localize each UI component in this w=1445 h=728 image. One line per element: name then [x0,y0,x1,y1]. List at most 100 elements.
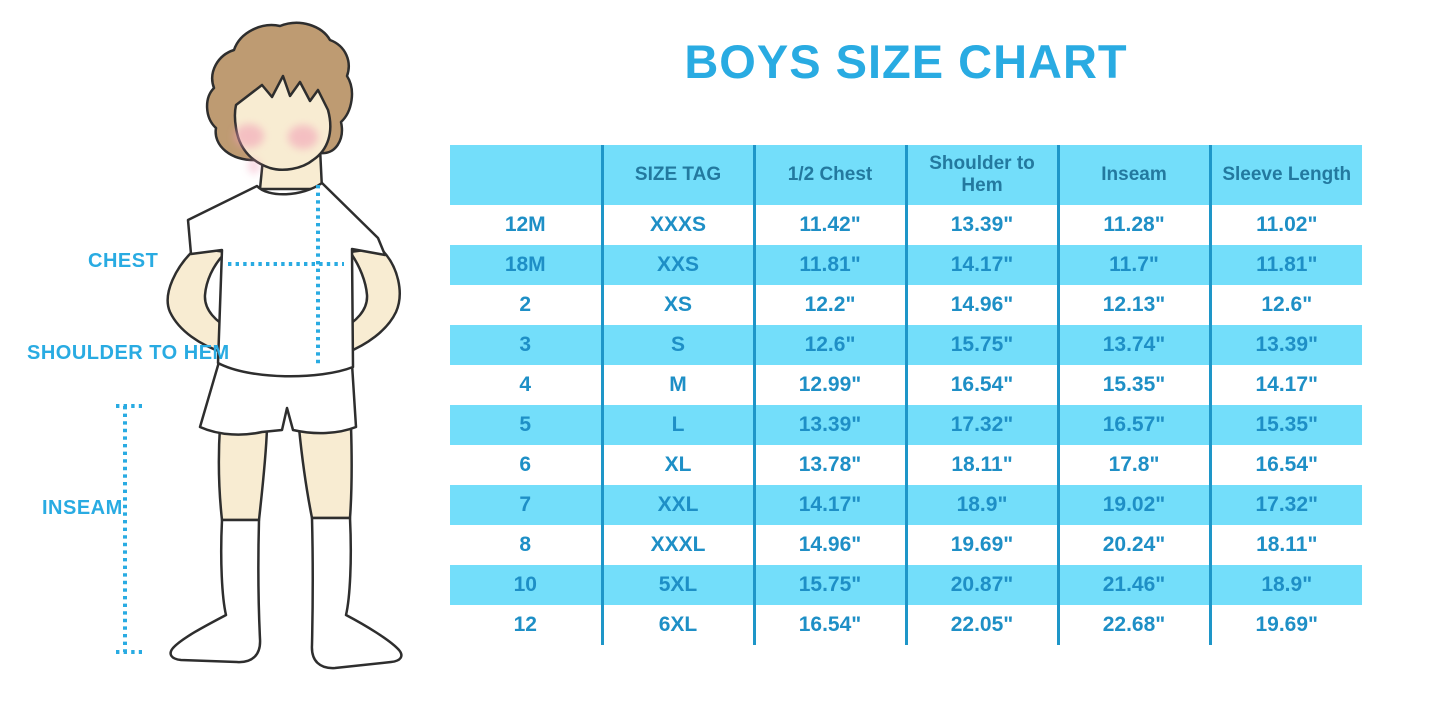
cell-size-tag: S [600,325,754,365]
left-sock [169,518,262,664]
cell-size-tag: XXXS [600,205,754,245]
cell-half-chest: 12.99" [752,365,906,405]
cell-sleeve-length: 14.17" [1208,365,1362,405]
cell-half-chest: 13.78" [752,445,906,485]
cell-half-chest: 14.17" [752,485,906,525]
cell-sleeve-length: 17.32" [1208,485,1362,525]
table-row: 12M XXXS 11.42" 13.39" 11.28" 11.02" [450,205,1362,245]
cell-size: 2 [519,293,532,316]
boy-illustration [116,21,403,670]
cell-size: 3 [450,325,602,365]
cell-sleeve-length: 11.81" [1208,245,1362,285]
shoulder-to-hem-label: SHOULDER TO HEM [27,342,230,364]
column-header-shoulder-to-hem: Shoulder to Hem [904,145,1058,205]
table-row: 5 L 13.39" 17.32" 16.57" 15.35" [450,405,1362,445]
cell-inseam: 21.46" [1056,565,1210,605]
size-table-body: 12M XXXS 11.42" 13.39" 11.28" 11.02" 18M XXS 11.… [450,205,1362,645]
cell-shoulder-to-hem: 14.17" [904,245,1058,285]
table-row: 18M XXS 11.81" 14.17" 11.7" 11.81" [450,245,1362,285]
cell-size-tag: 6XL [600,605,754,645]
cell-inseam: 13.74" [1056,325,1210,365]
table-row: 2 XS 12.2" 14.96" 12.13" 12.6" [450,285,1362,325]
table-row: 6 XL 13.78" 18.11" 17.8" 16.54" [450,445,1362,485]
cell-shoulder-to-hem: 18.11" [904,445,1058,485]
chest-label: CHEST [88,250,159,272]
cell-inseam: 19.02" [1056,485,1210,525]
cell-sleeve-length: 12.6" [1208,285,1362,325]
cell-shoulder-to-hem: 13.39" [904,205,1058,245]
cell-inseam: 16.57" [1056,405,1210,445]
page-title: BOYS SIZE CHART [684,35,1128,88]
cell-half-chest: 11.81" [752,245,906,285]
cell-size-tag: M [600,365,754,405]
cell-sleeve-length: 13.39" [1208,325,1362,365]
left-cheek [234,124,264,148]
cell-inseam: 11.7" [1056,245,1210,285]
table-row: 3 S 12.6" 15.75" 13.74" 13.39" [450,325,1362,365]
cell-size-tag: XS [600,285,754,325]
cell-sleeve-length: 15.35" [1208,405,1362,445]
measurement-figure: CHEST SHOULDER TO HEM INSEAM [0,0,450,723]
cell-half-chest: 14.96" [752,525,906,565]
cell-size: 6 [519,453,532,476]
cell-shoulder-to-hem: 22.05" [904,605,1058,645]
column-header-inseam: Inseam [1056,145,1210,205]
neck-blush [248,158,260,174]
right-sock [310,516,403,670]
cell-half-chest: 11.42" [752,205,906,245]
cell-half-chest: 12.2" [752,285,906,325]
cell-size-tag: XXS [600,245,754,285]
t-shirt [186,181,387,378]
right-cheek [288,125,318,149]
cell-size-tag: XL [600,445,754,485]
cell-size: 5 [450,405,602,445]
cell-sleeve-length: 11.02" [1208,205,1362,245]
cell-shoulder-to-hem: 14.96" [904,285,1058,325]
column-header-blank [450,145,602,205]
cell-shoulder-to-hem: 19.69" [904,525,1058,565]
cell-sleeve-length: 16.54" [1208,445,1362,485]
cell-size-tag: XXL [600,485,754,525]
cell-shoulder-to-hem: 18.9" [904,485,1058,525]
cell-half-chest: 15.75" [752,565,906,605]
cell-inseam: 20.24" [1056,525,1210,565]
cell-shoulder-to-hem: 20.87" [904,565,1058,605]
table-row: 10 5XL 15.75" 20.87" 21.46" 18.9" [450,565,1362,605]
column-header-half-chest: 1/2 Chest [752,145,906,205]
cell-size: 10 [450,565,602,605]
table-row: 7 XXL 14.17" 18.9" 19.02" 17.32" [450,485,1362,525]
cell-size: 7 [450,485,602,525]
cell-size-tag: L [600,405,754,445]
cell-size: 8 [519,533,532,556]
cell-inseam: 22.68" [1056,605,1210,645]
inseam-label: INSEAM [42,497,123,519]
column-header-sleeve-length: Sleeve Length [1208,145,1362,205]
cell-half-chest: 16.54" [752,605,906,645]
table-row: 8 XXXL 14.96" 19.69" 20.24" 18.11" [450,525,1362,565]
cell-size: 12M [504,213,546,236]
cell-inseam: 12.13" [1056,285,1210,325]
table-row: 12 6XL 16.54" 22.05" 22.68" 19.69" [450,605,1362,645]
cell-shoulder-to-hem: 15.75" [904,325,1058,365]
cell-inseam: 15.35" [1056,365,1210,405]
cell-sleeve-length: 18.11" [1208,525,1362,565]
cell-sleeve-length: 18.9" [1208,565,1362,605]
cell-sleeve-length: 19.69" [1208,605,1362,645]
cell-shoulder-to-hem: 16.54" [904,365,1058,405]
column-header-size-tag: SIZE TAG [600,145,754,205]
header-row: SIZE TAG 1/2 Chest Shoulder to Hem Insea… [450,145,1362,205]
cell-size-tag: 5XL [600,565,754,605]
cell-size-tag: XXXL [600,525,754,565]
left-leg [217,424,269,522]
cell-inseam: 11.28" [1056,205,1210,245]
cell-half-chest: 12.6" [752,325,906,365]
cell-half-chest: 13.39" [752,405,906,445]
cell-shoulder-to-hem: 17.32" [904,405,1058,445]
cell-size: 12 [513,613,537,636]
right-leg [297,424,353,520]
table-row: 4 M 12.99" 16.54" 15.35" 14.17" [450,365,1362,405]
size-table: SIZE TAG 1/2 Chest Shoulder to Hem Insea… [450,145,1362,645]
cell-size: 18M [450,245,602,285]
cell-inseam: 17.8" [1056,445,1210,485]
cell-size: 4 [519,373,532,396]
